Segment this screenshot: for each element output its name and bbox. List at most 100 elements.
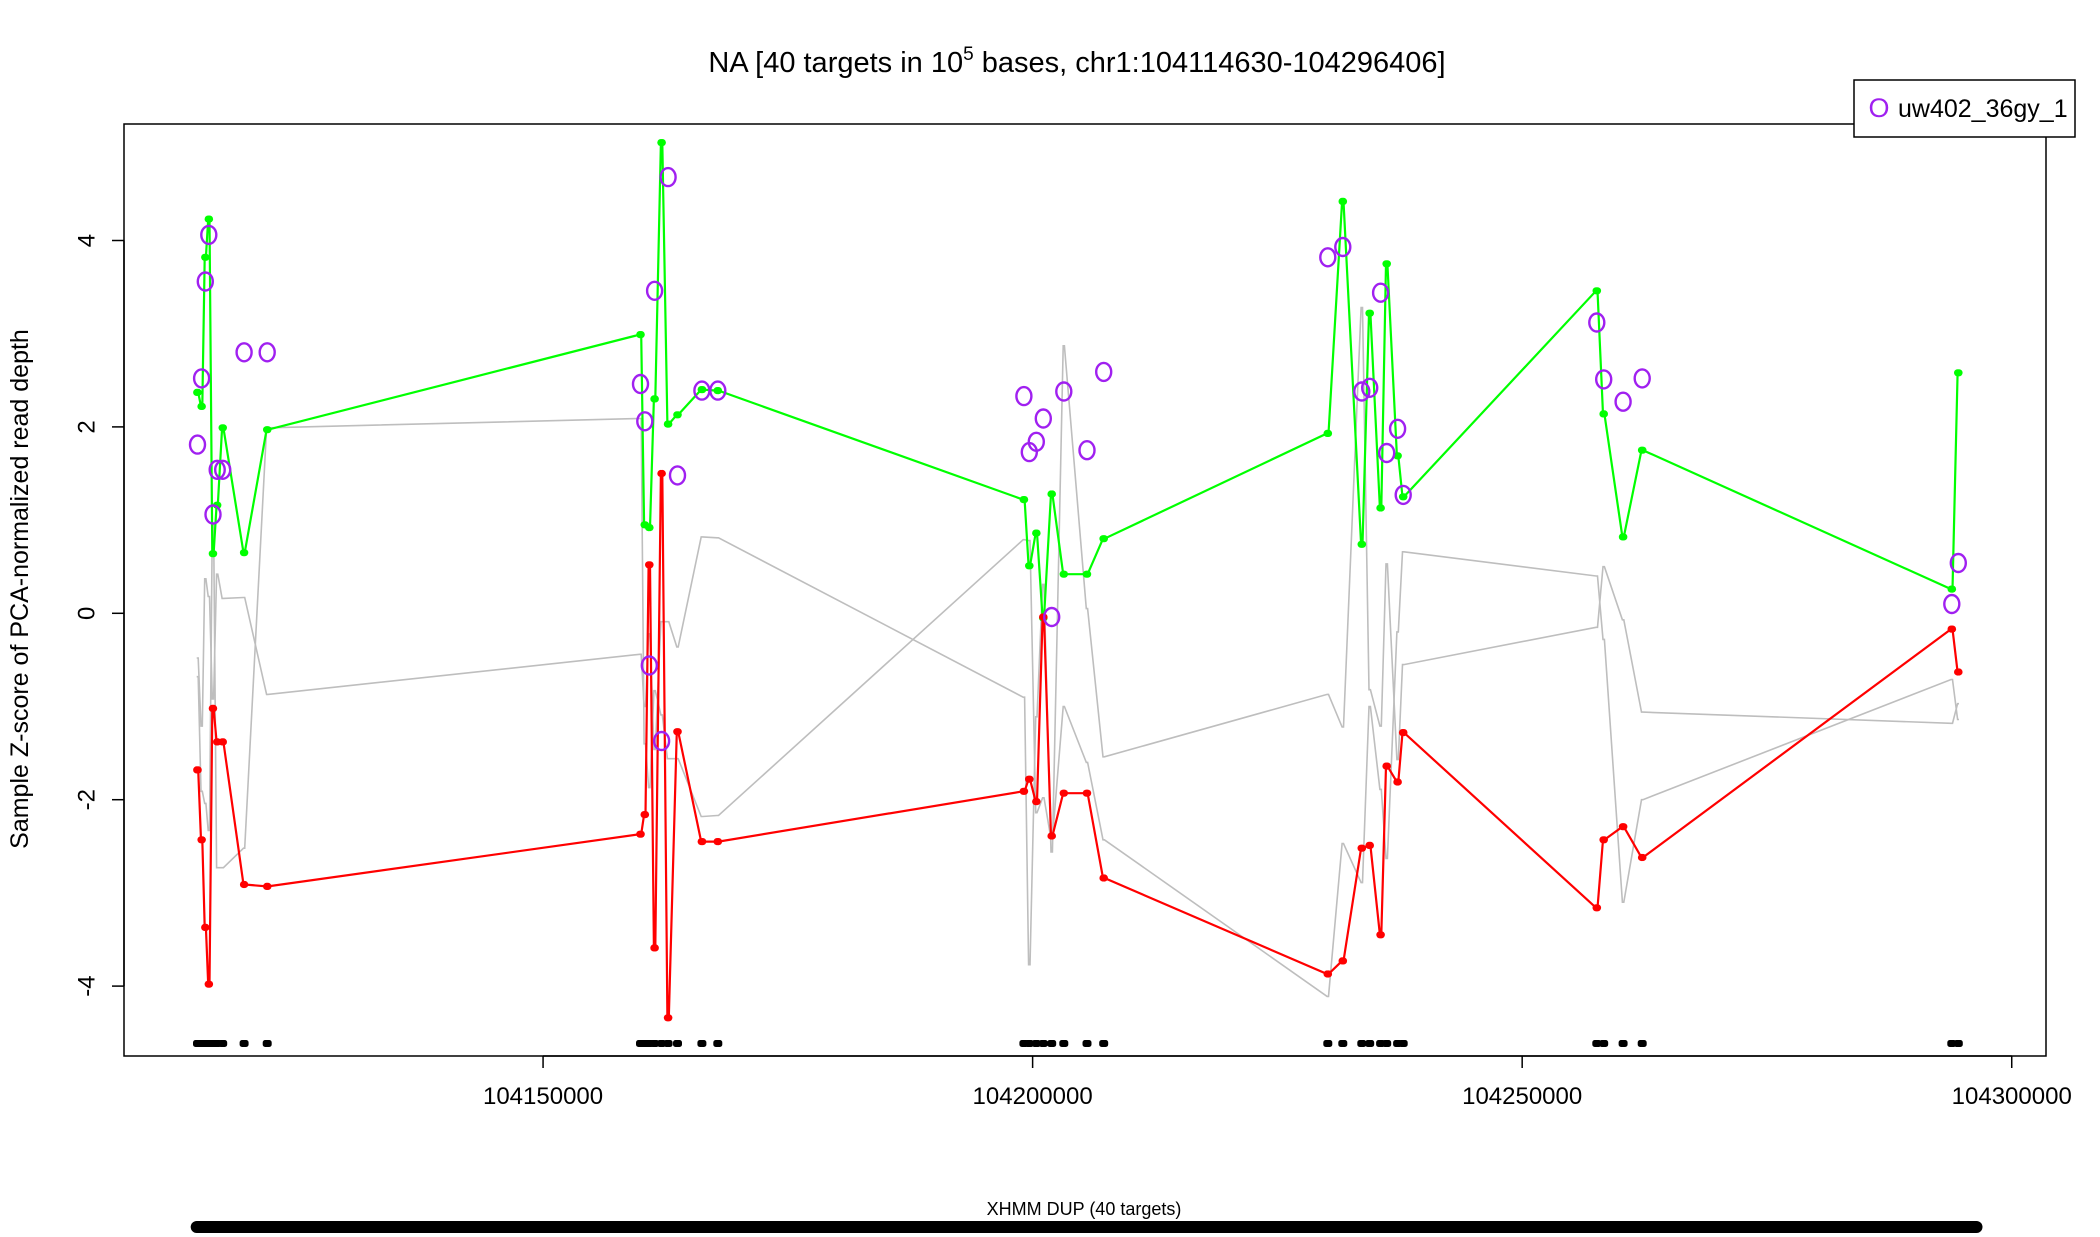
lower-point-end	[1383, 762, 1391, 770]
grey-series-line-2	[196, 417, 1959, 998]
lower-point-end	[1324, 970, 1333, 978]
upper-point-end	[1955, 369, 1963, 377]
sample-marker	[1594, 369, 1613, 390]
legend-box	[1853, 79, 2076, 138]
lower-point-end	[651, 944, 659, 952]
upper-point-end	[1060, 570, 1068, 578]
sample-marker	[1042, 606, 1061, 628]
upper-point-end	[1021, 496, 1029, 504]
sample-marker	[200, 224, 218, 246]
upper-point-end	[1358, 540, 1367, 548]
upper-point-end	[1394, 452, 1402, 460]
upper-point-end	[674, 411, 682, 419]
upper-point-end	[1048, 490, 1056, 498]
sample-marker	[204, 504, 222, 525]
sample-marker	[1360, 377, 1379, 398]
lower-point-end	[1048, 832, 1056, 840]
legend: O uw402_36gy_1	[1853, 79, 2076, 138]
sample-marker	[709, 380, 727, 401]
y-tick-label: -4	[73, 975, 100, 996]
sample-marker	[631, 373, 650, 395]
upper-point-end	[1639, 446, 1647, 454]
target-marker	[1031, 1040, 1041, 1047]
target-marker	[650, 1040, 660, 1047]
target-marker	[673, 1040, 682, 1047]
lower-point-end	[1400, 729, 1408, 737]
upper-point-end	[651, 395, 659, 403]
sample-marker	[1078, 440, 1096, 461]
sample-marker	[1055, 381, 1073, 402]
y-tick-label: 4	[73, 234, 100, 247]
y-tick-label: 2	[73, 420, 100, 433]
lower-point-end	[1593, 904, 1602, 912]
target-marker	[1059, 1040, 1069, 1047]
target-marker	[1099, 1040, 1109, 1047]
lower-point-end	[699, 838, 707, 846]
cnv-label: XHMM DUP (40 targets)	[987, 1199, 1182, 1219]
upper-point-end	[1600, 410, 1608, 418]
sample-marker	[668, 465, 687, 486]
lower-point-end	[714, 838, 723, 846]
target-marker	[1024, 1040, 1034, 1047]
upper-series-line	[196, 141, 1959, 620]
lower-point-end	[1021, 787, 1029, 795]
sample-marker	[1319, 247, 1337, 268]
target-marker	[663, 1040, 673, 1047]
upper-point-end	[665, 420, 673, 428]
upper-point-end	[1339, 197, 1348, 205]
target-marker	[218, 1040, 228, 1047]
y-tick-label: 0	[73, 607, 100, 620]
lower-point-end	[198, 836, 206, 844]
lower-point-end	[205, 980, 214, 988]
lower-point-end	[1639, 853, 1647, 862]
lower-point-end	[637, 830, 645, 838]
sample-marker	[213, 459, 232, 480]
lower-point-end	[1084, 789, 1092, 797]
upper-point-end	[1084, 570, 1092, 578]
lower-point-end	[210, 704, 218, 713]
upper-point-end	[264, 426, 272, 434]
sample-marker	[1388, 418, 1407, 439]
upper-point-end	[1100, 535, 1108, 543]
sample-marker	[1633, 368, 1651, 389]
target-marker	[1038, 1040, 1048, 1047]
main-series-group	[193, 139, 1963, 1022]
lower-point-end	[1358, 844, 1367, 852]
sample-marker	[659, 166, 677, 188]
sample-marker	[188, 434, 207, 455]
lower-point-end	[1600, 836, 1608, 844]
target-marker	[1637, 1040, 1647, 1047]
upper-point-end	[1366, 309, 1374, 317]
sample-marker	[1094, 361, 1113, 383]
target-marker	[1082, 1040, 1092, 1047]
target-marker	[1338, 1040, 1348, 1047]
grey-series-line-1	[196, 306, 1959, 966]
x-axis: 104150000 104200000 104250000 104300000	[483, 1055, 2072, 1110]
upper-point-end	[1324, 429, 1333, 437]
legend-marker: O	[1868, 93, 1889, 123]
lower-point-end	[1033, 798, 1041, 806]
sample-marker	[192, 368, 211, 389]
sample-marker	[1034, 408, 1053, 429]
x-tick-label: 104300000	[1952, 1083, 2072, 1110]
lower-point-end	[1948, 625, 1957, 633]
y-axis: -4 -2 0 2 4	[73, 234, 125, 997]
lower-point-end	[1955, 668, 1963, 676]
lower-point-end	[1366, 841, 1374, 850]
sample-marker	[1949, 552, 1968, 574]
upper-point-end	[1400, 493, 1408, 501]
lower-point-end	[1394, 778, 1402, 786]
upper-point-end	[1383, 260, 1391, 268]
target-marker	[239, 1040, 249, 1047]
lower-point-end	[264, 882, 272, 891]
upper-point-end	[658, 139, 666, 147]
y-axis-label: Sample Z-score of PCA-normalized read de…	[6, 329, 34, 849]
upper-point-end	[1948, 585, 1957, 593]
lower-point-end	[646, 561, 654, 569]
upper-point-end	[1033, 529, 1041, 537]
target-marker	[1953, 1040, 1963, 1047]
sample-marker	[1377, 442, 1396, 464]
sample-marker	[1015, 385, 1033, 407]
upper-point-end	[646, 524, 654, 532]
